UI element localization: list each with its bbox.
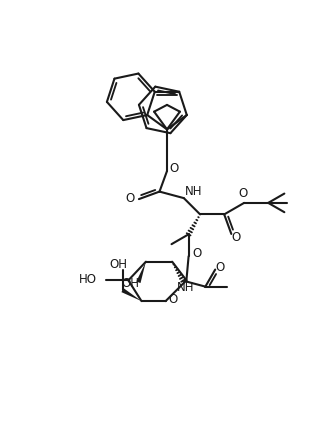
Text: OH: OH [122,277,139,290]
Polygon shape [122,288,142,301]
Text: O: O [232,231,241,245]
Text: NH: NH [185,185,202,198]
Text: O: O [125,192,135,205]
Text: O: O [238,187,248,200]
Text: O: O [215,261,225,274]
Text: HO: HO [78,273,97,286]
Polygon shape [136,262,146,283]
Text: O: O [168,293,177,305]
Text: OH: OH [110,258,128,271]
Text: O: O [192,247,201,260]
Text: O: O [169,162,179,174]
Text: NH: NH [177,281,195,294]
